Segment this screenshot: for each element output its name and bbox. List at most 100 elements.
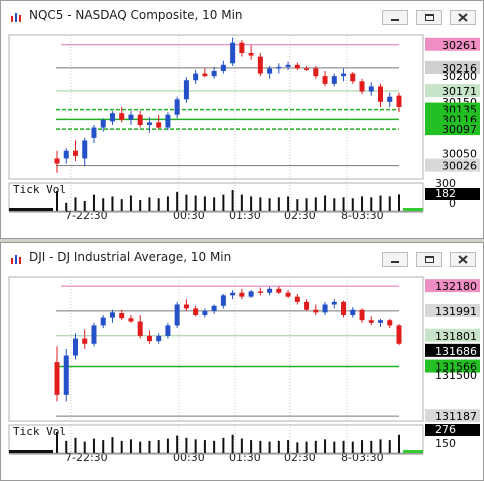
candle-body [119, 113, 125, 120]
price-tag-bg [425, 84, 480, 98]
candle-body [109, 312, 115, 318]
price-tag-bg [425, 279, 480, 293]
volume-bar [203, 440, 206, 453]
volume-bar [259, 440, 262, 453]
volume-bar [92, 194, 95, 211]
candle-body [146, 335, 152, 342]
volume-current [403, 208, 423, 211]
volume-bar [277, 440, 280, 453]
candle-body [368, 320, 374, 323]
candle-body [257, 291, 263, 293]
candle-body [220, 64, 226, 71]
volume-bar [213, 440, 216, 453]
volume-bar [166, 196, 169, 211]
volume-scale-label: 150 [435, 437, 456, 450]
maximize-button[interactable] [416, 10, 442, 25]
volume-bar [194, 439, 197, 453]
volume-bar [129, 195, 132, 211]
candle-body [63, 355, 69, 395]
candle-body [331, 76, 337, 84]
candle-body [202, 311, 208, 315]
volume-bar [388, 440, 391, 453]
candle-body [119, 313, 125, 319]
volume-bar [240, 438, 243, 453]
candle-body [396, 95, 402, 107]
nasdaq-chart-window: NQC5 - NASDAQ Composite, 10 Min 7-22:30 0… [0, 0, 484, 239]
minimize-icon [391, 19, 399, 21]
volume-baseline [9, 450, 53, 453]
volume-bar [342, 440, 345, 453]
price-tag: 30216 [442, 62, 477, 75]
volume-bar [111, 196, 114, 211]
volume-bar [56, 432, 58, 453]
volume-bar [268, 198, 271, 211]
price-tag: 30026 [442, 160, 477, 173]
volume-bar [277, 197, 280, 211]
candle-body [165, 325, 171, 336]
volume-bar [203, 196, 206, 211]
volume-bar [250, 196, 253, 211]
price-tag-bg [425, 60, 480, 74]
candle-body [248, 291, 254, 297]
candle-body [239, 292, 245, 297]
volume-bar [56, 190, 58, 211]
candle-body [294, 64, 300, 69]
volume-bar [83, 441, 86, 453]
maximize-button[interactable] [416, 252, 442, 267]
volume-bar [139, 441, 142, 453]
volume-bar [305, 441, 308, 453]
volume-bar [287, 440, 290, 453]
volume-bar [231, 190, 234, 211]
minimize-button[interactable] [382, 10, 408, 25]
volume-bar [351, 198, 354, 211]
candle-body [276, 288, 282, 293]
price-tag: 131566 [435, 361, 477, 374]
candle-body [193, 73, 199, 81]
candle-body [82, 140, 88, 159]
price-tag-bg [425, 112, 480, 126]
window-titlebar[interactable]: NQC5 - NASDAQ Composite, 10 Min [1, 1, 483, 31]
volume-bar [342, 197, 345, 211]
candle-body [285, 64, 291, 67]
volume-bar [370, 440, 373, 453]
close-button[interactable] [450, 10, 476, 25]
price-tag-bg [425, 328, 480, 342]
volume-bar [240, 194, 243, 211]
time-label: 7-22:30 [65, 209, 108, 222]
candle-body [109, 113, 115, 122]
price-tag: 30261 [442, 39, 477, 52]
candle-body [63, 150, 69, 159]
volume-bar [398, 434, 400, 453]
volume-bar [185, 194, 188, 211]
candle-body [257, 56, 263, 74]
volume-bar [92, 438, 95, 453]
candle-body [350, 73, 356, 82]
volume-pane [8, 424, 424, 454]
price-tag: 30171 [442, 85, 477, 98]
window-titlebar[interactable]: DJI - DJ Industrial Average, 10 Min [1, 243, 483, 273]
price-tag-bg [425, 158, 480, 172]
price-tag: 131686 [435, 345, 477, 358]
price-tag-bg [425, 343, 480, 357]
candle-body [378, 86, 384, 102]
time-label: 01:30 [229, 451, 261, 464]
volume-bar [148, 440, 151, 453]
candle-body [304, 68, 310, 70]
candle-body [72, 338, 78, 356]
candle-body [350, 309, 356, 315]
candle-body [331, 301, 337, 305]
volume-bar [398, 194, 400, 211]
candle-body [165, 114, 171, 128]
minimize-button[interactable] [382, 252, 408, 267]
volume-bar [83, 200, 86, 211]
volume-bar [185, 437, 188, 453]
candle-body [378, 320, 384, 323]
volume-baseline [9, 208, 53, 211]
volume-bar [388, 196, 391, 211]
close-icon [458, 255, 468, 264]
maximize-icon [425, 256, 434, 263]
volume-bar [148, 197, 151, 211]
close-button[interactable] [450, 252, 476, 267]
